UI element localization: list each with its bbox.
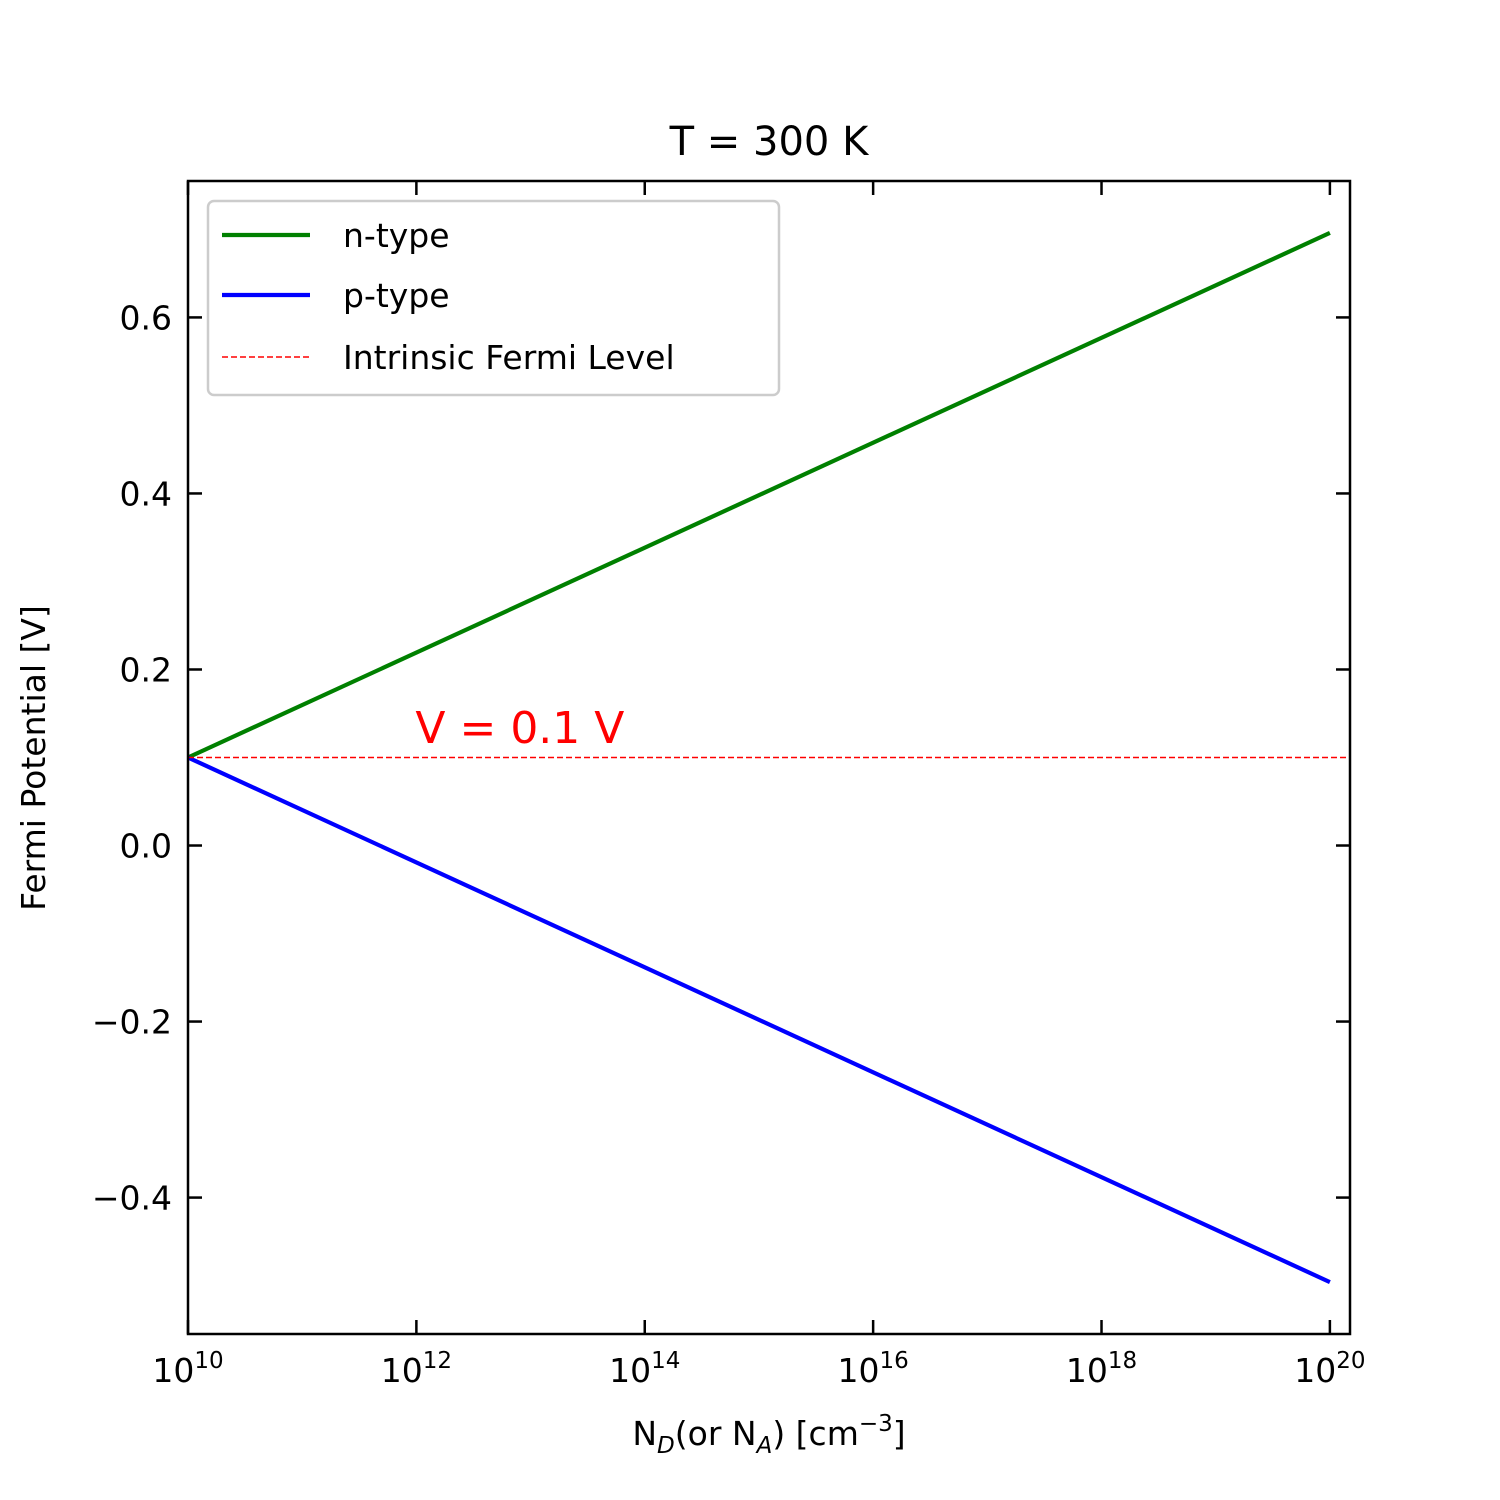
- series-line-0: [187, 230, 1331, 760]
- series-layer: [187, 230, 1350, 1285]
- x-tick-label-5: 1020: [1294, 1348, 1365, 1390]
- x-tick-label-0: 1010: [152, 1348, 223, 1390]
- legend-label-0: n-type: [343, 216, 450, 255]
- plot-frame: [186, 179, 1352, 1336]
- legend-label-1: p-type: [343, 276, 450, 315]
- x-tick-label-4: 1018: [1066, 1348, 1137, 1390]
- x-axis-ticks: 1010 1012 1014 1016 1018 1020: [152, 181, 1366, 1390]
- x-tick-label-1: 1012: [381, 1348, 452, 1390]
- chart-title: T = 300 K: [669, 119, 870, 165]
- x-tick-label-3: 1016: [837, 1348, 908, 1390]
- legend-label-2: Intrinsic Fermi Level: [343, 338, 675, 377]
- x-tick-label-2: 1014: [609, 1348, 680, 1390]
- annotation-layer: V = 0.1 V: [415, 703, 624, 754]
- y-tick-label-1: −0.2: [92, 1003, 172, 1042]
- y-tick-label-3: 0.2: [120, 650, 172, 689]
- series-line-1: [187, 755, 1331, 1285]
- legend: n-type p-type Intrinsic Fermi Level: [206, 199, 781, 397]
- y-tick-label-2: 0.0: [120, 827, 172, 866]
- y-tick-label-0: −0.4: [92, 1179, 172, 1218]
- y-axis-label: Fermi Potential [V]: [14, 605, 53, 911]
- x-axis-label: ND(or NA) [cm−3]: [632, 1411, 905, 1459]
- annotation-text: V = 0.1 V: [415, 703, 624, 754]
- y-tick-label-5: 0.6: [120, 298, 172, 337]
- legend-box: [206, 199, 781, 397]
- y-axis-ticks: −0.4 −0.2 0.0 0.2 0.4 0.6: [92, 298, 1350, 1218]
- y-tick-label-4: 0.4: [120, 474, 172, 513]
